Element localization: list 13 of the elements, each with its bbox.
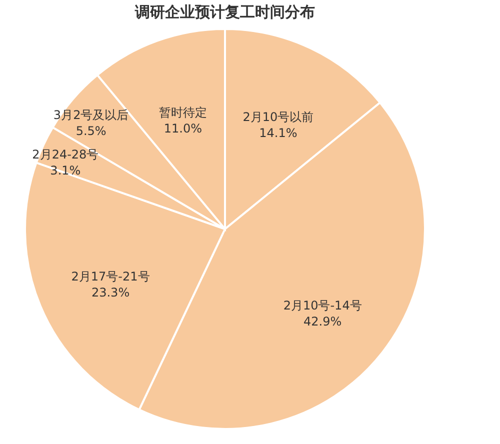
chart-title: 调研企业预计复工时间分布 [134, 3, 315, 21]
slice-label: 2月10号-14号 [283, 298, 362, 313]
slice-label: 2月24-28号 [32, 148, 99, 162]
data-label: 42.9% [304, 314, 342, 329]
data-label: 11.0% [164, 121, 202, 136]
data-label: 23.3% [91, 286, 130, 300]
slice-label: 2月10号以前 [242, 110, 314, 124]
slice-label: 3月2号及以后 [53, 108, 129, 122]
data-label: 14.1% [259, 126, 298, 140]
data-label: 3.1% [50, 164, 81, 178]
data-label: 5.5% [76, 124, 106, 138]
slice-label: 暂时待定 [158, 105, 207, 120]
slice-label: 2月17号-21号 [71, 270, 150, 284]
